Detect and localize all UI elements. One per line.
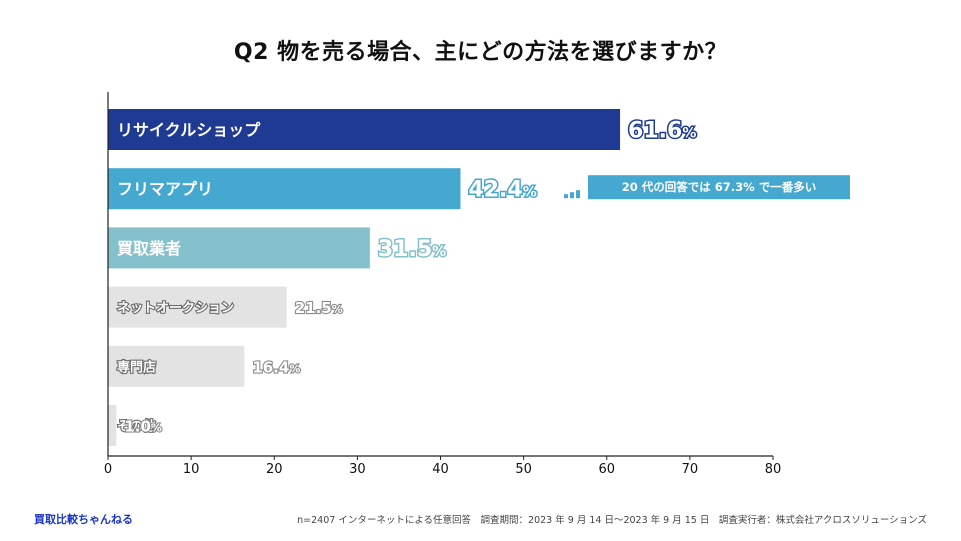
brand-logo-text: 買取比較ちゃんねる: [34, 513, 133, 526]
bar-label-5: その他: [117, 419, 156, 435]
x-tick-label-7: 70: [682, 462, 699, 477]
bar-2: [108, 227, 370, 269]
bar-4: [108, 345, 245, 387]
value-label-3: 21.5%: [295, 299, 343, 317]
x-tick-label-2: 20: [266, 462, 283, 477]
x-tick-label-0: 0: [104, 462, 112, 477]
value-label-2: 31.5%: [378, 237, 446, 262]
bar-3: [108, 286, 287, 328]
value-label-1: 42.4%: [468, 178, 536, 203]
annotation-group: 20 代の回答では 67.3% で一番多い: [564, 175, 850, 200]
x-axis: 0 10 20 30 40 50 60 70 80: [104, 92, 781, 477]
bar-label-2: 買取業者: [117, 239, 181, 258]
annotation-text: 20 代の回答では 67.3% で一番多い: [622, 180, 816, 194]
bars-group: リサイクルショップ 61.6% フリマアプリ 42.4% 買取業者 31.5% ネットオーク…: [108, 109, 698, 446]
chart-title: Q2 物を売る場合、主にどの方法を選びますか？: [233, 40, 728, 65]
annotation-box: [588, 175, 850, 200]
x-tick-label-8: 80: [765, 462, 782, 477]
value-label-5: 1.0%: [124, 418, 162, 436]
x-tick-label-6: 60: [598, 462, 615, 477]
bar-label-0: リサイクルショップ: [117, 121, 261, 140]
value-label-0: 61.6%: [628, 119, 696, 144]
bar-5: [108, 405, 117, 446]
x-tick-label-1: 10: [183, 462, 200, 477]
value-label-4: 16.4%: [252, 358, 300, 376]
bar-label-1: フリマアプリ: [117, 180, 213, 199]
x-tick-label-5: 50: [515, 462, 532, 477]
bar-1: [108, 168, 461, 210]
annotation-dot-1: [570, 192, 574, 199]
bar-0: [108, 109, 621, 150]
bar-label-4: 専門店: [117, 359, 156, 375]
survey-footnote: n=2407 インターネットによる任意回答 調査期間：2023 年 9 月 14…: [297, 515, 927, 526]
annotation-dot-2: [576, 190, 580, 199]
x-tick-label-4: 40: [432, 462, 449, 477]
x-tick-label-3: 30: [349, 462, 366, 477]
bar-label-3: ネットオークション: [117, 301, 234, 316]
annotation-dot-0: [564, 194, 568, 199]
